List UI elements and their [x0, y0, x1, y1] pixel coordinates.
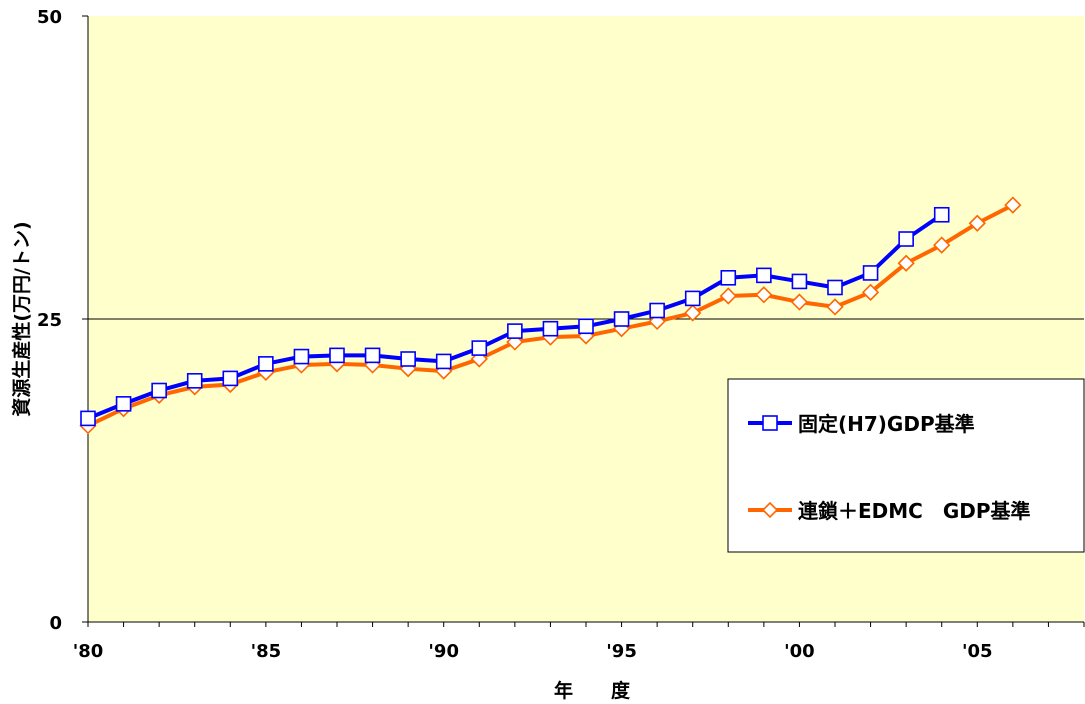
data-point [435, 353, 452, 370]
data-point [507, 323, 523, 339]
data-point [1004, 196, 1022, 214]
data-point [933, 206, 950, 223]
x-tick-label: '90 [428, 641, 459, 662]
x-tick-label: '85 [251, 641, 282, 662]
data-point [826, 298, 844, 316]
data-point [827, 279, 843, 296]
data-point [862, 265, 879, 281]
data-point [364, 347, 381, 364]
data-point [80, 410, 96, 427]
data-point [790, 293, 809, 311]
data-point [293, 348, 310, 365]
data-point [578, 318, 594, 335]
data-point [258, 356, 274, 372]
legend-marker [761, 501, 779, 519]
series [79, 196, 1022, 435]
legend-box [727, 378, 1085, 553]
data-point [791, 273, 808, 290]
data-point [756, 267, 772, 284]
data-point [329, 347, 345, 364]
data-point [933, 236, 951, 254]
data-point [222, 370, 239, 387]
data-point [613, 311, 630, 327]
data-point [861, 283, 880, 301]
y-axis-title: 資源生産性(万円/トン) [10, 221, 33, 416]
data-point [898, 231, 914, 247]
data-point [684, 304, 702, 322]
data-point [719, 287, 737, 305]
legend-label: 固定(H7)GDP基準 [798, 412, 975, 436]
data-point [968, 214, 986, 232]
x-axis-title: 年 度 [554, 679, 631, 702]
tick-labels: 0 25 50 '80 '85 '90 '95 '00 '05 [37, 7, 993, 662]
data-point [115, 396, 132, 412]
data-point [400, 351, 416, 367]
y-tick-label: 50 [37, 7, 62, 28]
x-tick-label: '95 [606, 641, 637, 662]
data-point [542, 320, 559, 337]
data-point [151, 382, 167, 399]
data-point [755, 286, 773, 304]
data-point [720, 269, 737, 286]
legend-entry: 固定(H7)GDP基準 [748, 412, 975, 436]
data-point [649, 302, 665, 319]
data-point [471, 340, 488, 356]
series-fixed-gdp [80, 206, 950, 427]
legend-label: 連鎖＋EDMC GDP基準 [798, 499, 1031, 523]
data-point [897, 254, 915, 272]
axes [82, 15, 1085, 627]
x-tick-label: '80 [73, 641, 104, 662]
legend-entry: 連鎖＋EDMC GDP基準 [748, 499, 1031, 523]
y-tick-label: 0 [49, 613, 62, 634]
data-point [684, 290, 701, 307]
legend-marker [762, 415, 778, 431]
x-tick-label: '00 [784, 641, 815, 662]
x-tick-label: '05 [962, 641, 993, 662]
data-point [186, 373, 203, 389]
y-tick-label: 25 [37, 310, 62, 331]
